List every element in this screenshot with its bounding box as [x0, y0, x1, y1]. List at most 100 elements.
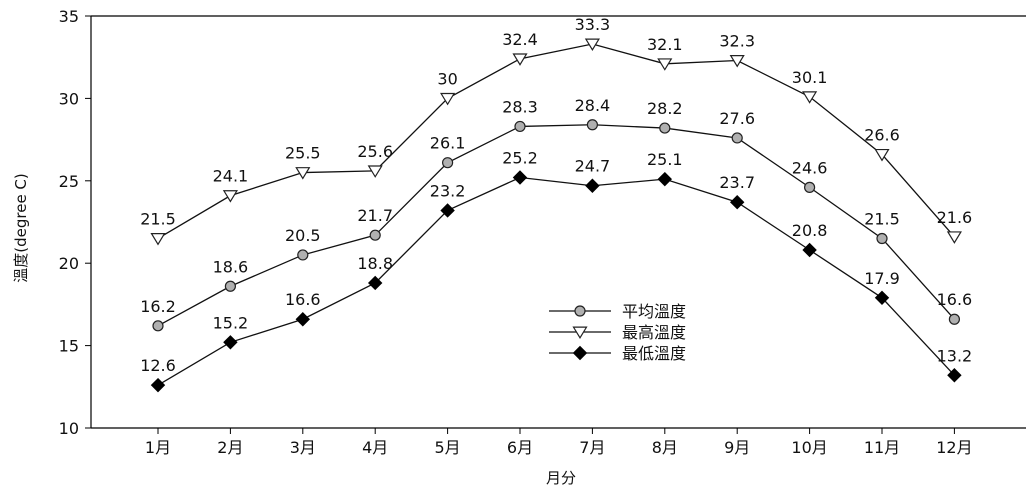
data-label: 30.1: [792, 68, 828, 87]
data-label: 20.8: [792, 221, 828, 240]
data-point: [442, 157, 454, 169]
legend-label: 平均溫度: [622, 302, 686, 321]
y-tick-label: 35: [59, 7, 79, 26]
data-label: 33.3: [575, 15, 611, 34]
data-label: 32.3: [719, 31, 755, 50]
data-point: [946, 231, 962, 244]
data-label: 28.3: [502, 97, 538, 116]
data-label: 25.6: [357, 142, 393, 161]
data-point: [514, 120, 526, 133]
data-point: [586, 119, 599, 131]
data-point: [512, 170, 528, 185]
data-labels: 16.2 18.6 20.5 21.7 26.1 28.3 28.4 28.2 27.6 24.6…: [140, 15, 972, 375]
x-tick-label: 4月: [362, 438, 388, 457]
data-label: 17.9: [864, 269, 900, 288]
x-tick-label: 5月: [435, 438, 461, 457]
x-tick-label: 7月: [579, 438, 605, 457]
data-point: [367, 275, 383, 291]
data-point: [150, 377, 166, 393]
data-point: [585, 178, 600, 193]
data-point: [729, 55, 745, 68]
data-point: [802, 242, 817, 258]
data-label: 27.6: [719, 109, 755, 128]
data-label: 24.1: [213, 167, 249, 186]
data-point: [659, 122, 671, 134]
x-tick-label: 9月: [724, 438, 750, 457]
data-point: [876, 232, 888, 245]
data-label: 23.7: [719, 173, 755, 192]
y-tick-label: 10: [59, 419, 79, 438]
data-point: [152, 320, 164, 332]
data-label: 21.5: [864, 209, 900, 228]
data-point: [802, 91, 818, 104]
y-tick-label: 15: [59, 337, 79, 356]
data-point: [657, 171, 673, 187]
data-point: [297, 249, 309, 261]
x-tick-label: 8月: [652, 438, 678, 457]
data-label: 21.5: [140, 209, 176, 228]
legend-marker: [574, 305, 586, 317]
data-point: [295, 167, 311, 180]
data-label: 25.5: [285, 144, 321, 163]
data-label: 30: [437, 69, 457, 88]
data-point: [803, 181, 816, 193]
axes: 10 15 20 25 30 35 1月 2月 3月 4月 5月 6月 7月 8月 9月 10月 11月 12月: [59, 7, 1026, 457]
data-point: [295, 312, 311, 327]
y-tick-label: 20: [59, 254, 79, 273]
x-tick-label: 2月: [217, 438, 243, 457]
legend-marker: [572, 345, 588, 361]
data-point: [150, 233, 166, 246]
x-tick-label: 11月: [864, 438, 900, 457]
data-label: 28.4: [575, 96, 611, 115]
x-axis-title: 月分: [546, 469, 576, 487]
data-point: [874, 148, 890, 162]
data-point: [948, 313, 961, 325]
x-tick-label: 1月: [145, 438, 171, 457]
data-point: [224, 280, 236, 292]
data-point: [440, 203, 455, 218]
legend-marker: [572, 326, 588, 340]
data-point: [440, 92, 456, 106]
data-label: 20.5: [285, 226, 321, 245]
data-point: [657, 58, 673, 71]
data-point: [731, 132, 743, 144]
data-label: 26.1: [430, 134, 466, 153]
data-label: 32.4: [502, 30, 538, 49]
data-point: [584, 38, 600, 52]
data-point: [369, 229, 381, 241]
data-label: 21.6: [937, 208, 973, 227]
series-line: [157, 176, 955, 386]
data-label: 16.6: [937, 290, 973, 309]
data-point: [729, 195, 745, 210]
data-label: 21.7: [357, 206, 393, 225]
data-label: 15.2: [213, 313, 249, 332]
data-point: [874, 290, 890, 306]
series-layer: [150, 38, 962, 393]
data-label: 25.2: [502, 149, 538, 168]
data-point: [367, 165, 383, 178]
y-axis-title: 溫度(degree C): [12, 173, 30, 283]
x-tick-label: 6月: [507, 438, 533, 457]
x-tick-label: 10月: [791, 438, 827, 457]
data-label: 26.6: [864, 125, 900, 144]
data-label: 18.6: [213, 257, 249, 276]
x-tick-label: 12月: [936, 438, 972, 457]
legend-label: 最高溫度: [622, 323, 686, 342]
data-point: [947, 368, 962, 383]
data-label: 12.6: [140, 356, 176, 375]
data-label: 13.2: [937, 346, 973, 365]
data-label: 25.1: [647, 150, 683, 169]
y-tick-label: 30: [59, 89, 79, 108]
series-line: [157, 43, 955, 240]
data-label: 24.7: [575, 157, 611, 176]
data-label: 18.8: [357, 254, 393, 273]
data-label: 16.2: [140, 297, 176, 316]
data-label: 23.2: [430, 181, 466, 200]
data-label: 16.6: [285, 290, 321, 309]
y-tick-label: 25: [59, 172, 79, 191]
legend-label: 最低溫度: [622, 344, 686, 363]
data-point: [223, 335, 238, 350]
data-label: 28.2: [647, 99, 683, 118]
series-line: [157, 124, 955, 327]
